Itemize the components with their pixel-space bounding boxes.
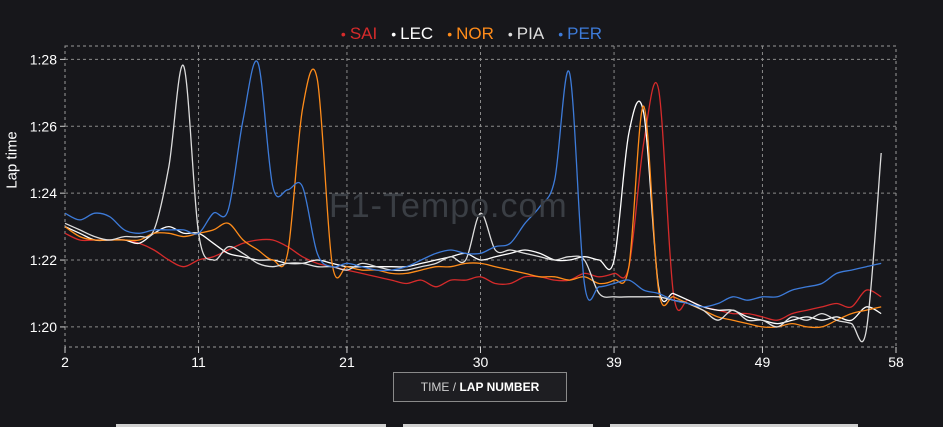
x-tick-label: 11 [191,354,206,370]
chart-legend: • SAI • LEC • NOR • PIA • PER [0,24,943,44]
series-line-nor [64,68,882,329]
series-line-per [64,60,882,308]
bottom-scroll-segment[interactable] [116,424,386,427]
y-tick-label: 1:26 [30,118,57,134]
y-axis-label: Lap time [3,131,21,189]
y-tick-label: 1:28 [30,51,57,67]
legend-marker-icon: • [391,26,397,42]
legend-label: SAI [349,24,378,43]
y-tick-label: 1:20 [30,319,57,335]
series-line-sai [64,81,882,321]
legend-item-sai[interactable]: • SAI [341,24,377,44]
x-axis-toggle-button[interactable]: TIME / LAP NUMBER [393,372,567,402]
x-axis-toggle-main: LAP NUMBER [459,380,540,394]
legend-item-pia[interactable]: • PIA [508,24,544,44]
legend-marker-icon: • [340,26,346,42]
bottom-scroll-segment[interactable] [610,424,858,427]
y-tick-label: 1:22 [30,252,57,268]
legend-label: NOR [456,24,494,43]
x-tick-label: 21 [339,354,355,370]
legend-item-lec[interactable]: • LEC [391,24,433,44]
bottom-scroll-segment[interactable] [403,424,593,427]
legend-marker-icon: • [447,26,453,42]
x-tick-label: 39 [606,354,622,370]
series-line-pia [64,64,882,343]
x-tick-label: 2 [61,354,69,370]
x-tick-label: 58 [888,354,904,370]
legend-marker-icon: • [558,26,564,42]
x-tick-label: 49 [755,354,771,370]
x-axis-toggle-prefix: TIME / [420,380,457,394]
y-tick-label: 1:24 [30,185,57,201]
legend-marker-icon: • [507,26,513,42]
series-line-lec [64,100,882,325]
legend-label: LEC [400,24,434,43]
legend-item-nor[interactable]: • NOR [447,24,494,44]
legend-label: PER [567,24,603,43]
legend-label: PIA [516,24,545,43]
x-tick-label: 30 [473,354,489,370]
legend-item-per[interactable]: • PER [558,24,602,44]
